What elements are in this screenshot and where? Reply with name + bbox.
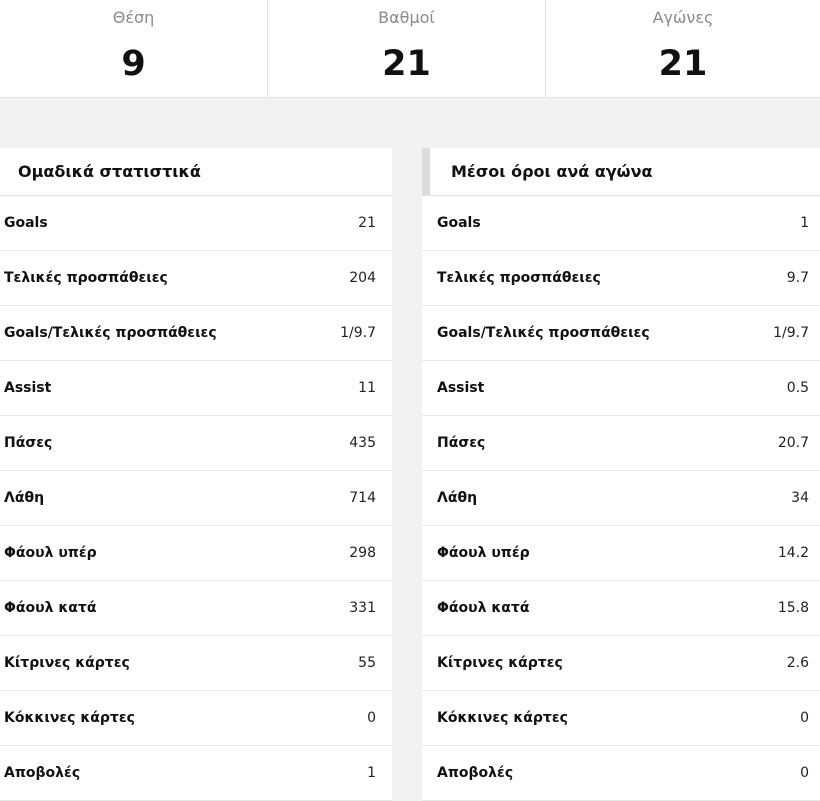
stat-label: Τελικές προσπάθειες (4, 270, 168, 286)
per-match-stat-row: Τελικές προσπάθειες 9.7 (422, 251, 820, 306)
stat-label: Λάθη (437, 490, 478, 506)
stat-label: Αποβολές (4, 765, 81, 781)
stat-label: Goals (437, 215, 481, 231)
per-match-stat-row: Assist 0.5 (422, 361, 820, 416)
stat-label: Αποβολές (437, 765, 514, 781)
stat-value: 1/9.7 (773, 325, 809, 341)
stat-value: 0 (367, 710, 376, 726)
per-match-stat-row: Κόκκινες κάρτες 0 (422, 691, 820, 746)
stat-value: 298 (349, 545, 376, 561)
stat-label: Assist (4, 380, 52, 396)
summary-position: Θέση 9 (0, 0, 268, 97)
stat-label: Goals/Τελικές προσπάθειες (437, 325, 650, 341)
per-match-stat-row: Αποβολές 0 (422, 746, 820, 801)
stat-value: 714 (349, 490, 376, 506)
summary-bar: Θέση 9 Βαθμοί 21 Αγώνες 21 (0, 0, 820, 98)
stat-label: Goals/Τελικές προσπάθειες (4, 325, 217, 341)
stat-label: Τελικές προσπάθειες (437, 270, 601, 286)
stat-value: 0 (800, 710, 809, 726)
stat-value: 1 (367, 765, 376, 781)
stat-value: 21 (358, 215, 376, 231)
stat-label: Assist (437, 380, 485, 396)
per-match-title: Μέσοι όροι ανά αγώνα (422, 148, 820, 196)
stat-label: Κίτρινες κάρτες (437, 655, 563, 671)
stats-panels: Ομαδικά στατιστικά Goals 21 Τελικές προσ… (0, 148, 820, 801)
team-stat-row: Αποβολές 1 (0, 746, 392, 801)
stat-label: Φάουλ κατά (4, 600, 97, 616)
stat-label: Κίτρινες κάρτες (4, 655, 130, 671)
stat-value: 11 (358, 380, 376, 396)
stat-value: 14.2 (777, 545, 809, 561)
stat-label: Πάσες (4, 435, 53, 451)
stat-label: Κόκκινες κάρτες (4, 710, 135, 726)
team-stat-row: Φάουλ υπέρ 298 (0, 526, 392, 581)
summary-matches-value: 21 (658, 44, 708, 84)
team-stat-row: Τελικές προσπάθειες 204 (0, 251, 392, 306)
per-match-stat-row: Φάουλ υπέρ 14.2 (422, 526, 820, 581)
stat-value: 20.7 (777, 435, 809, 451)
team-stat-row: Assist 11 (0, 361, 392, 416)
stat-value: 435 (349, 435, 376, 451)
team-stat-row: Πάσες 435 (0, 416, 392, 471)
summary-matches: Αγώνες 21 (546, 0, 820, 97)
team-stats-title: Ομαδικά στατιστικά (0, 148, 392, 196)
team-stat-row: Κίτρινες κάρτες 55 (0, 636, 392, 691)
stat-label: Λάθη (4, 490, 45, 506)
stat-label: Πάσες (437, 435, 486, 451)
stat-value: 2.6 (786, 655, 809, 671)
per-match-stat-row: Φάουλ κατά 15.8 (422, 581, 820, 636)
summary-points-label: Βαθμοί (378, 8, 435, 27)
stat-label: Φάουλ κατά (437, 600, 530, 616)
summary-position-value: 9 (121, 44, 146, 84)
team-stat-row: Φάουλ κατά 331 (0, 581, 392, 636)
team-stat-row: Κόκκινες κάρτες 0 (0, 691, 392, 746)
per-match-stat-row: Κίτρινες κάρτες 2.6 (422, 636, 820, 691)
stat-value: 1/9.7 (340, 325, 376, 341)
stat-value: 0 (800, 765, 809, 781)
summary-points-value: 21 (382, 44, 431, 84)
stat-value: 34 (791, 490, 809, 506)
stat-value: 9.7 (786, 270, 809, 286)
per-match-panel: Μέσοι όροι ανά αγώνα Goals 1 Τελικές προ… (422, 148, 820, 801)
per-match-stat-row: Goals 1 (422, 196, 820, 251)
team-stat-row: Λάθη 714 (0, 471, 392, 526)
stat-value: 1 (800, 215, 809, 231)
team-stats-panel: Ομαδικά στατιστικά Goals 21 Τελικές προσ… (0, 148, 392, 801)
per-match-stat-row: Goals/Τελικές προσπάθειες 1/9.7 (422, 306, 820, 361)
stat-label: Goals (4, 215, 48, 231)
stat-label: Κόκκινες κάρτες (437, 710, 568, 726)
team-stat-row: Goals/Τελικές προσπάθειες 1/9.7 (0, 306, 392, 361)
stat-label: Φάουλ υπέρ (437, 545, 530, 561)
stat-value: 55 (358, 655, 376, 671)
summary-points: Βαθμοί 21 (268, 0, 546, 97)
stat-value: 331 (349, 600, 376, 616)
per-match-stat-row: Πάσες 20.7 (422, 416, 820, 471)
team-stat-row: Goals 21 (0, 196, 392, 251)
per-match-stat-row: Λάθη 34 (422, 471, 820, 526)
summary-position-label: Θέση (112, 8, 155, 27)
stat-value: 15.8 (777, 600, 809, 616)
stat-label: Φάουλ υπέρ (4, 545, 97, 561)
summary-matches-label: Αγώνες (652, 8, 714, 27)
stat-value: 204 (349, 270, 376, 286)
stat-value: 0.5 (786, 380, 809, 396)
